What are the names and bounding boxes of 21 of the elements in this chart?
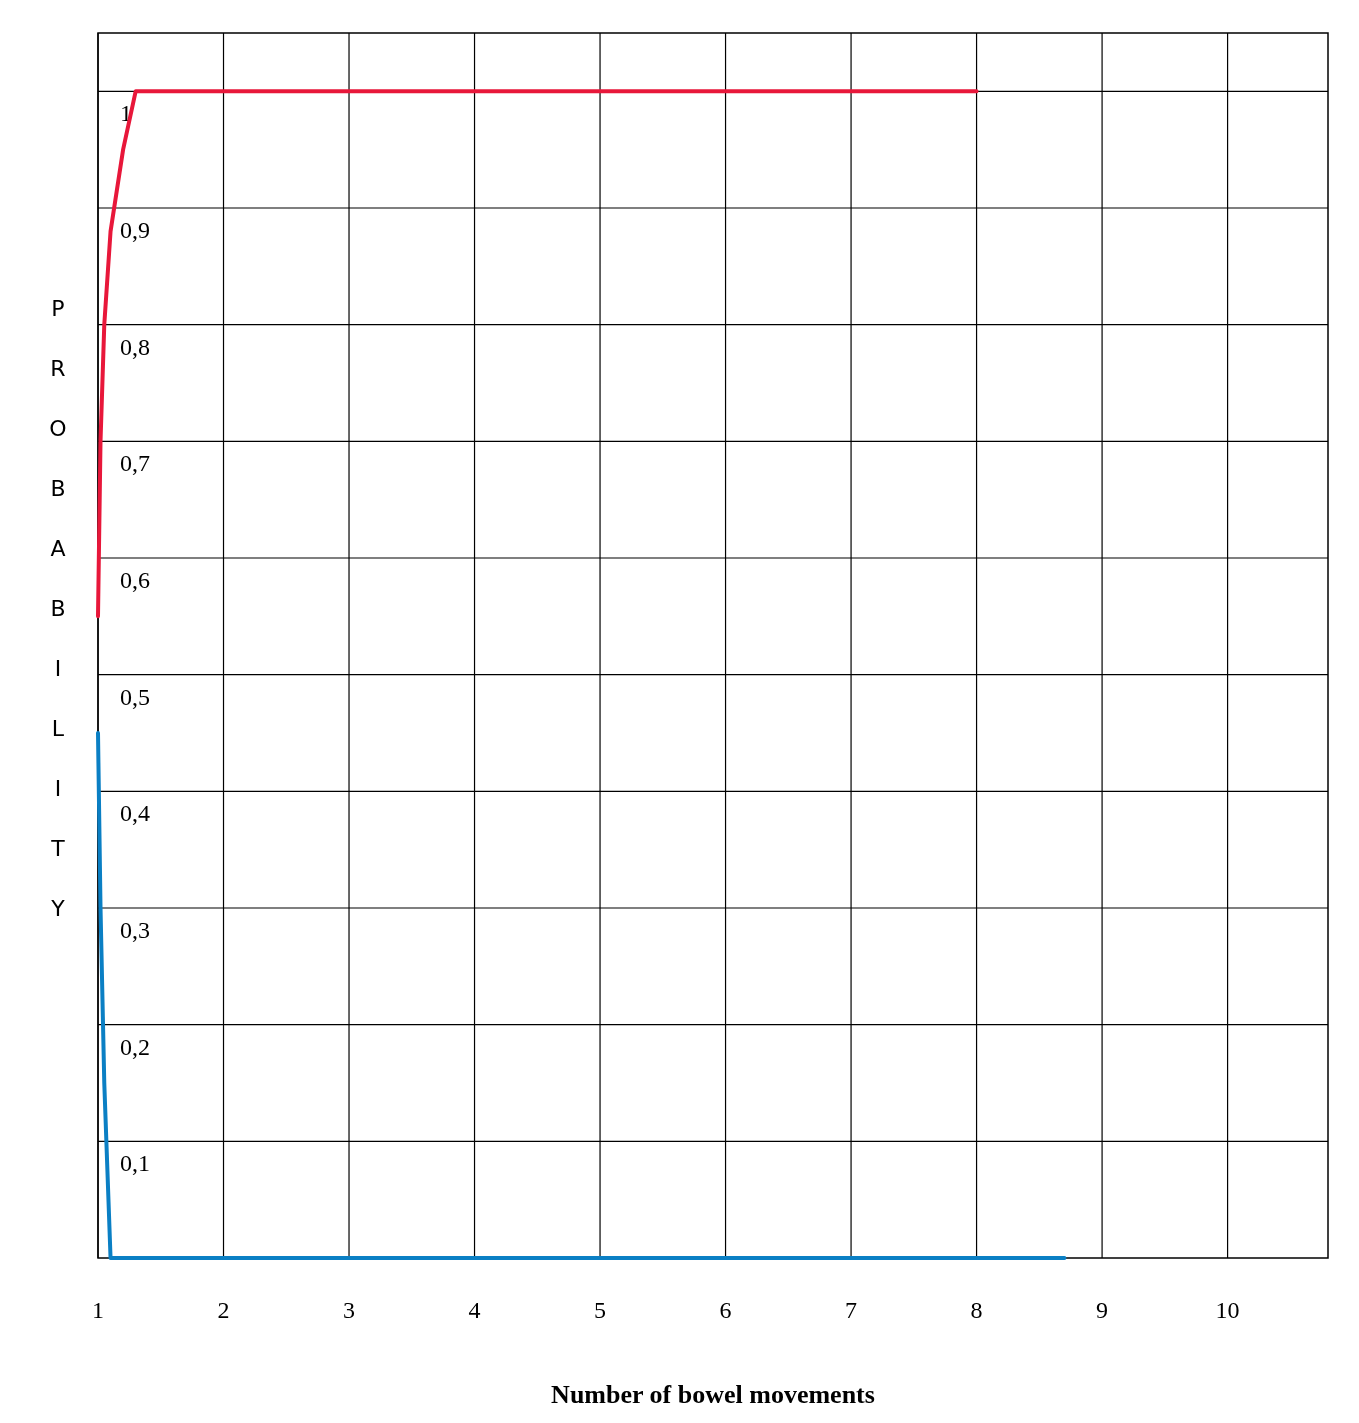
y-tick-label: 0,9 [120, 217, 150, 243]
x-tick-label: 1 [92, 1297, 104, 1323]
y-tick-label: 0,6 [120, 567, 150, 593]
y-tick-label: 0,2 [120, 1033, 150, 1060]
x-tick-label: 9 [1096, 1297, 1109, 1323]
x-tick-label: 2 [217, 1297, 230, 1323]
y-tick-label: 0,1 [120, 1150, 150, 1177]
y-tick-label: 0,3 [120, 917, 150, 943]
x-tick-label: 4 [468, 1297, 481, 1323]
y-tick-label: 0,7 [120, 450, 150, 477]
x-tick-label: 5 [594, 1297, 607, 1323]
x-tick-label: 10 [1215, 1297, 1240, 1323]
x-tick-label: 6 [719, 1297, 732, 1323]
x-tick-label: 8 [970, 1297, 983, 1323]
y-tick-label: 0,8 [120, 333, 150, 360]
y-tick-label: 0,5 [120, 683, 150, 710]
x-tick-label: 7 [845, 1297, 858, 1323]
y-tick-label: 0,4 [120, 800, 150, 827]
x-tick-label: 3 [343, 1297, 356, 1323]
text: PROBABILITY [49, 295, 67, 921]
x-axis-title: Number of bowel movements [551, 1380, 875, 1409]
